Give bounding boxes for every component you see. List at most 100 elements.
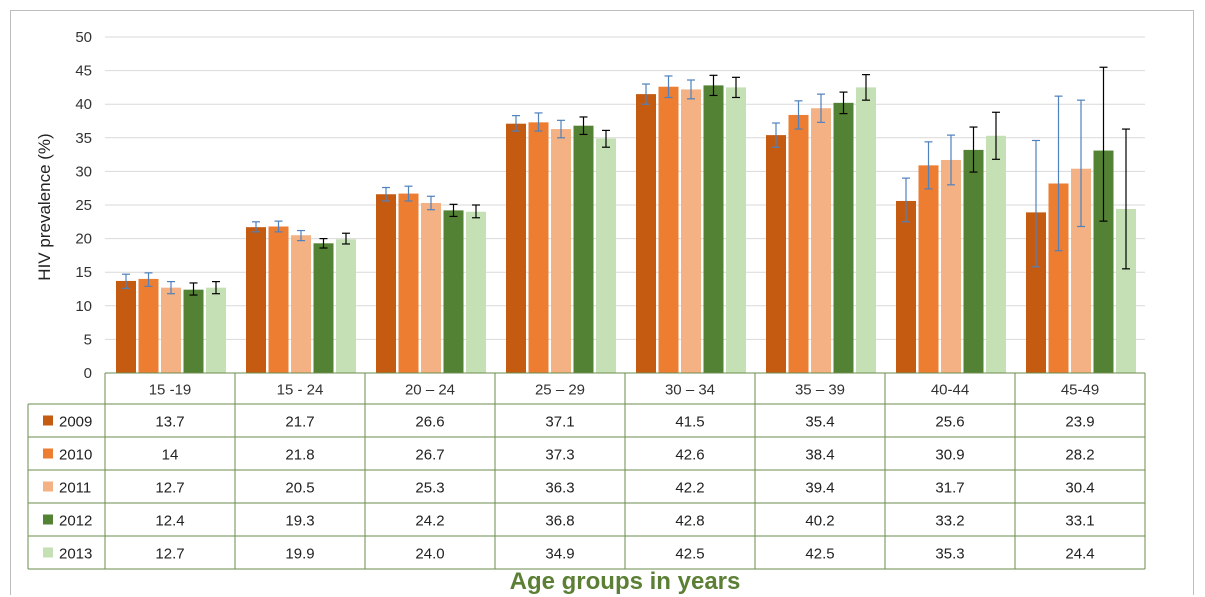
bar-2012-6 (963, 149, 984, 373)
data-label: 28.2 (1065, 447, 1094, 464)
data-label: 12.7 (155, 546, 184, 563)
bar-2012-7 (1093, 150, 1114, 373)
bar-2011-0 (161, 287, 181, 373)
error-bar-2010-7 (1054, 95, 1063, 252)
bar-2009-5 (766, 135, 786, 373)
data-label: 19.3 (285, 513, 314, 530)
bar-2012-3 (573, 125, 594, 373)
error-bar-2012-3 (579, 116, 588, 136)
bar-2013-2 (466, 211, 486, 373)
legend-label: 2013 (59, 546, 92, 563)
error-bar-2010-6 (924, 141, 933, 190)
data-label: 20.5 (285, 480, 314, 497)
bar-2009-1 (246, 227, 266, 373)
bar-2013-3 (596, 138, 616, 373)
y-axis-title: HIV prevalence (%) (35, 133, 54, 280)
data-label: 36.3 (545, 480, 574, 497)
error-bar-2012-0 (189, 282, 198, 296)
error-bar-2010-0 (144, 272, 153, 287)
data-label: 38.4 (805, 447, 834, 464)
bar-2011-6 (941, 159, 961, 373)
bar-2010-6 (918, 165, 939, 373)
bar-2012-4 (703, 85, 724, 373)
error-bar-2011-6 (947, 134, 955, 186)
error-bar-2012-7 (1099, 66, 1108, 222)
error-bar-2013-6 (992, 111, 1000, 160)
error-bar-2012-6 (969, 126, 978, 173)
bar-2013-5 (856, 87, 876, 374)
data-label: 42.6 (675, 447, 704, 464)
legend-label: 2011 (59, 480, 91, 497)
data-label: 33.1 (1065, 513, 1094, 530)
bar-2013-7 (1116, 209, 1136, 373)
data-label: 26.7 (415, 447, 444, 464)
data-label: 24.0 (415, 546, 444, 563)
category-label: 25 – 29 (535, 382, 585, 399)
error-bar-2010-2 (404, 185, 413, 202)
data-label: 37.3 (545, 447, 574, 464)
bar-2012-2 (443, 210, 464, 373)
error-bar-2009-1 (252, 221, 260, 233)
bar-2010-7 (1048, 183, 1069, 373)
bar-2009-4 (636, 94, 656, 374)
data-label: 42.5 (805, 546, 834, 563)
data-label: 35.4 (805, 414, 834, 431)
data-label: 42.8 (675, 513, 704, 530)
data-label: 35.3 (935, 546, 964, 563)
category-label: 30 – 34 (665, 382, 715, 399)
y-tick-label: 50 (75, 29, 92, 46)
data-label: 25.3 (415, 480, 444, 497)
error-bar-2013-7 (1122, 128, 1130, 270)
bar-2010-4 (658, 86, 679, 373)
data-label: 40.2 (805, 513, 834, 530)
category-label: 35 – 39 (795, 382, 845, 399)
data-label: 25.6 (935, 414, 964, 431)
data-label: 23.9 (1065, 414, 1094, 431)
error-bar-2011-1 (297, 229, 305, 242)
bar-2013-0 (206, 287, 226, 373)
error-bar-2010-5 (794, 100, 803, 130)
data-label: 41.5 (675, 414, 704, 431)
data-label: 39.4 (805, 480, 834, 497)
bar-2010-1 (268, 226, 289, 373)
bar-2012-1 (313, 243, 334, 373)
data-label: 31.7 (935, 480, 964, 497)
y-tick-label: 45 (75, 63, 92, 80)
data-label: 37.1 (545, 414, 574, 431)
error-bar-2012-5 (839, 91, 848, 115)
error-bar-2013-0 (212, 281, 220, 295)
bar-2010-3 (528, 122, 549, 374)
data-label: 36.8 (545, 513, 574, 530)
error-bar-2013-3 (602, 129, 610, 148)
bar-2011-2 (421, 202, 441, 373)
legend-key-2012 (43, 514, 53, 525)
y-tick-label: 15 (75, 264, 92, 281)
bar-2009-0 (116, 280, 136, 373)
legend-key-2010 (43, 448, 53, 459)
bar-2011-5 (811, 108, 831, 374)
error-bar-2009-2 (382, 186, 390, 202)
error-bar-2011-4 (687, 79, 695, 100)
error-bar-2011-7 (1077, 99, 1085, 228)
error-bar-2009-7 (1032, 139, 1040, 268)
x-axis-title: Age groups in years (510, 568, 741, 595)
y-tick-label: 35 (75, 130, 92, 147)
error-bar-2012-1 (319, 238, 328, 249)
category-label: 45-49 (1061, 382, 1099, 399)
error-bar-2010-1 (274, 220, 283, 233)
data-label: 24.4 (1065, 546, 1094, 563)
error-bar-2009-3 (512, 115, 520, 132)
y-tick-label: 30 (75, 163, 92, 180)
bar-2009-7 (1026, 212, 1046, 373)
bar-2009-3 (506, 123, 526, 373)
error-bar-2011-5 (817, 93, 825, 123)
bar-2011-4 (681, 89, 701, 373)
data-label: 12.4 (155, 513, 184, 530)
data-label: 21.7 (285, 414, 314, 431)
data-label: 26.6 (415, 414, 444, 431)
bar-2010-5 (788, 114, 809, 374)
bar-2013-4 (726, 87, 746, 374)
error-bar-2010-4 (664, 75, 673, 99)
y-tick-label: 20 (75, 231, 92, 248)
data-label: 12.7 (155, 480, 184, 497)
